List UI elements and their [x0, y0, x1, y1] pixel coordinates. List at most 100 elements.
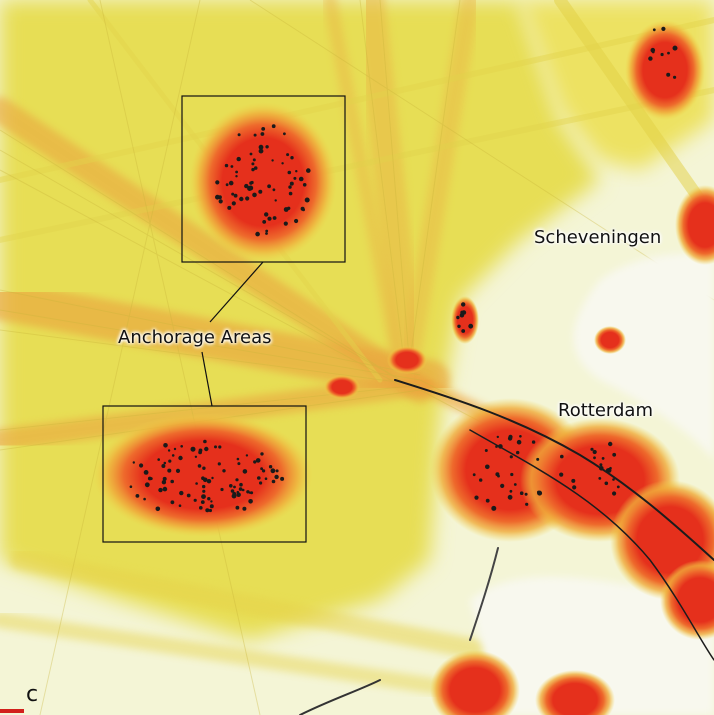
- ship-marker: [231, 192, 235, 196]
- ship-marker: [258, 189, 263, 194]
- ship-marker: [272, 188, 276, 192]
- ship-marker: [479, 478, 483, 482]
- ship-marker: [300, 177, 304, 181]
- ship-marker: [485, 498, 490, 503]
- ship-marker: [235, 175, 238, 178]
- ship-marker: [270, 468, 276, 474]
- ship-marker: [612, 478, 615, 481]
- ship-marker: [208, 508, 212, 513]
- ship-marker: [510, 472, 514, 477]
- anchorage-box-south: [102, 405, 307, 543]
- ship-marker: [175, 468, 181, 473]
- ship-marker: [241, 488, 245, 492]
- ship-marker: [210, 500, 213, 503]
- ship-marker: [271, 159, 274, 162]
- ship-marker: [214, 445, 217, 449]
- ship-marker: [287, 170, 292, 175]
- ship-marker: [204, 446, 209, 452]
- ship-marker: [257, 476, 261, 480]
- ship-marker: [652, 28, 656, 32]
- ship-marker: [260, 452, 264, 456]
- ship-marker: [249, 152, 253, 156]
- ship-marker: [459, 312, 465, 318]
- ship-marker: [249, 181, 253, 185]
- ship-marker: [132, 461, 135, 464]
- ship-marker: [205, 508, 210, 513]
- ship-marker: [231, 201, 236, 206]
- ship-marker: [163, 461, 167, 465]
- ship-marker: [232, 491, 237, 496]
- ship-marker: [484, 449, 488, 452]
- ship-marker: [275, 469, 279, 473]
- ship-marker: [519, 491, 524, 496]
- ship-marker: [294, 218, 299, 224]
- ship-marker: [200, 500, 205, 504]
- ship-marker: [651, 50, 655, 54]
- ship-marker: [144, 482, 150, 488]
- ship-marker: [252, 158, 256, 162]
- ship-marker: [272, 216, 277, 220]
- ship-marker: [253, 166, 258, 170]
- ship-marker: [260, 132, 265, 136]
- ship-marker: [202, 466, 206, 470]
- ship-marker: [497, 474, 500, 478]
- place-label-rotterdam: Rotterdam: [558, 400, 653, 421]
- ship-marker: [180, 445, 183, 448]
- ship-marker: [143, 470, 149, 475]
- ship-marker: [255, 458, 261, 463]
- annotation: [102, 95, 346, 543]
- ship-marker: [485, 464, 490, 470]
- ship-marker: [491, 505, 497, 511]
- ship-marker: [288, 191, 293, 196]
- land-area-south: [470, 576, 714, 715]
- ship-marker: [253, 133, 257, 137]
- ship-marker: [245, 196, 250, 201]
- ship-marker: [507, 494, 513, 500]
- ship-marker: [302, 183, 307, 187]
- ship-marker: [202, 489, 206, 493]
- ship-marker: [280, 476, 285, 481]
- ship-marker: [666, 72, 671, 77]
- ship-marker: [162, 486, 168, 492]
- ship-marker: [259, 481, 263, 485]
- ship-marker: [163, 443, 168, 448]
- ship-marker: [673, 75, 677, 79]
- ship-marker: [509, 489, 513, 493]
- ship-marker: [235, 478, 239, 482]
- ship-marker: [233, 193, 238, 198]
- ship-marker: [274, 474, 279, 480]
- ship-marker: [170, 500, 175, 505]
- ship-marker: [281, 162, 284, 165]
- ship-marker: [255, 231, 260, 237]
- ship-marker: [267, 216, 272, 221]
- ship-marker: [203, 439, 207, 444]
- ship-marker: [559, 472, 564, 477]
- ship-marker: [143, 497, 146, 501]
- ship-marker: [271, 124, 276, 129]
- ship-marker: [173, 447, 177, 451]
- ship-marker: [178, 504, 182, 508]
- ship-marker: [228, 180, 234, 186]
- ship-marker: [209, 504, 214, 509]
- ship-marker: [286, 153, 290, 157]
- ship-marker: [195, 482, 198, 485]
- density-hotspots: [93, 20, 714, 715]
- ship-marker: [236, 490, 240, 494]
- ship-marker: [139, 463, 144, 468]
- ship-marker: [239, 196, 244, 202]
- ship-marker: [264, 477, 268, 481]
- ship-marker: [537, 490, 543, 496]
- ship-marker: [519, 435, 522, 438]
- ship-marker: [498, 444, 503, 449]
- ship-marker: [265, 145, 269, 149]
- ship-marker: [648, 56, 653, 61]
- ship-marker: [302, 208, 305, 212]
- ship-marker: [227, 205, 232, 210]
- ship-marker: [593, 456, 596, 460]
- ship-marker: [592, 449, 597, 455]
- ship-marker: [168, 459, 172, 463]
- ship-marker: [661, 26, 666, 31]
- ship-marker: [612, 452, 617, 457]
- anchorage-areas-label: Anchorage Areas: [118, 327, 272, 348]
- ship-marker: [199, 506, 203, 510]
